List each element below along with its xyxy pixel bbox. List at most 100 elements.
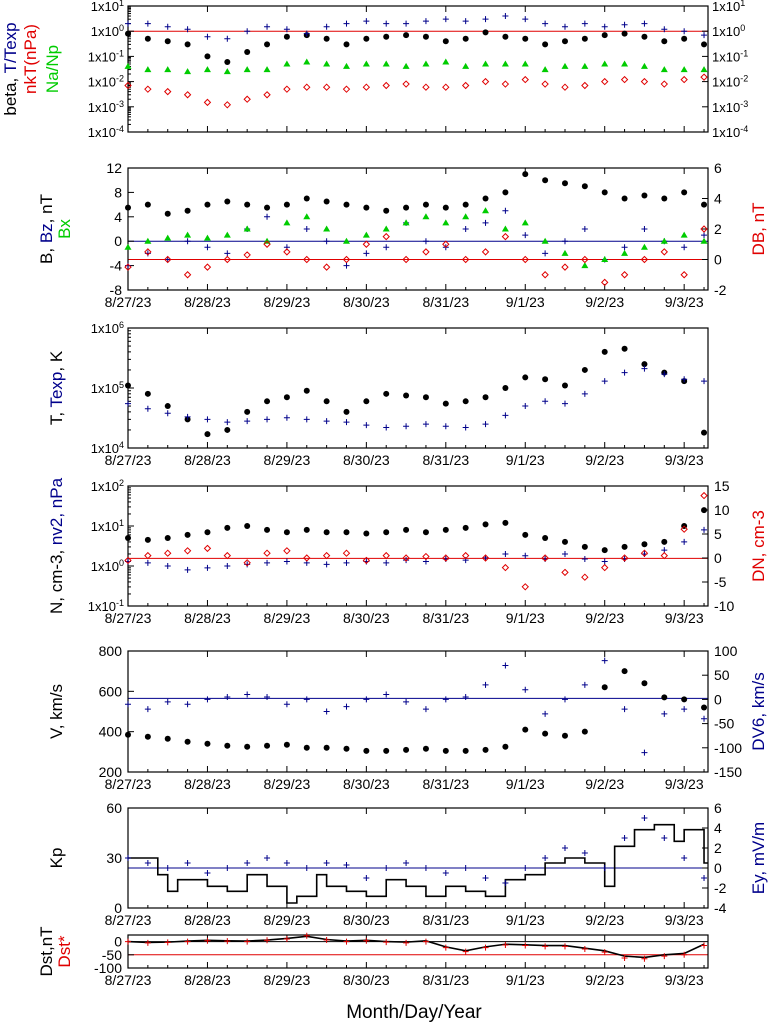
point-beta — [422, 33, 429, 40]
y-tick-label: 800 — [99, 643, 123, 659]
point-ttexp — [283, 26, 290, 33]
point-bx — [362, 231, 370, 238]
y-tick-label: 1x104 — [91, 440, 124, 456]
point-v — [601, 684, 608, 691]
point-dv6 — [244, 691, 251, 698]
point-v — [125, 731, 131, 738]
point-dv6 — [581, 681, 588, 688]
point-nanp — [164, 66, 172, 73]
point-nv2 — [184, 566, 191, 573]
point-texp — [283, 414, 290, 421]
y-axis-title-part: beta, — [1, 73, 20, 115]
point-dn — [581, 573, 589, 581]
point-v — [204, 740, 211, 747]
y2-tick-label: 1x10-2 — [712, 74, 748, 90]
y2-tick-label: 100 — [714, 643, 738, 659]
point-v — [264, 742, 271, 749]
point-ey — [383, 865, 390, 871]
point-ey — [462, 865, 469, 871]
y-tick-label: 0 — [114, 900, 122, 916]
y-axis-title-part: Bz — [37, 223, 56, 243]
point-t — [442, 400, 449, 407]
point-texp — [264, 416, 271, 423]
point-bx — [124, 243, 132, 250]
point-db — [461, 255, 470, 264]
point-dst — [244, 938, 251, 945]
point-nv2 — [343, 559, 350, 566]
y2-tick-label: -2 — [714, 880, 727, 896]
point-ey — [264, 855, 271, 861]
point-bx — [640, 243, 648, 250]
point-b — [542, 177, 549, 184]
point-nanp — [581, 62, 589, 69]
point-dn — [183, 547, 192, 555]
point-t — [144, 390, 151, 397]
panel-Dst: -100-500 8/27/23 8/28/23 8/29/23 8/30/23 8/31… — [37, 926, 709, 988]
point-nanp — [184, 68, 192, 75]
y-tick-label: 0 — [114, 934, 122, 950]
y2-tick-label: -50 — [714, 716, 734, 732]
plot-frame — [127, 934, 709, 969]
point-ey — [244, 860, 251, 866]
point-v — [244, 743, 251, 750]
point-bx — [184, 231, 192, 238]
point-beta — [442, 38, 449, 45]
point-dn — [680, 525, 688, 533]
point-db — [680, 271, 688, 279]
point-ttexp — [343, 20, 350, 27]
point-dst — [383, 939, 390, 946]
point-beta — [323, 35, 330, 42]
y-axis-title-2: nkT(nPa) — [21, 24, 40, 94]
y-axis-title-part: , nT — [37, 194, 56, 223]
point-dv6 — [363, 696, 370, 703]
point-ttexp — [264, 23, 271, 30]
point-b — [144, 201, 151, 208]
series-line-kp — [128, 823, 708, 904]
x-tick-label: 8/31/23 — [422, 452, 469, 468]
y2-tick-label: 50 — [714, 667, 730, 683]
y-axis-title-part: , nPa — [47, 477, 66, 517]
point-nanp — [382, 60, 390, 67]
point-nktnpa — [521, 75, 529, 84]
point-ttexp — [462, 18, 469, 25]
point-ey — [204, 870, 211, 876]
y-axis-title-2: Dst* — [55, 935, 74, 968]
point-nv2 — [681, 538, 688, 545]
point-ttexp — [701, 32, 708, 39]
point-v — [701, 704, 708, 711]
point-beta — [204, 53, 211, 60]
point-dst — [343, 938, 350, 945]
point-ey — [184, 860, 191, 866]
y-tick-label: 12 — [106, 160, 122, 176]
point-db — [124, 263, 132, 271]
point-bx — [541, 237, 549, 244]
y2-tick-label: -100 — [714, 740, 742, 756]
point-nanp — [203, 66, 211, 73]
point-b — [422, 201, 429, 208]
point-t — [561, 382, 568, 389]
point-dn — [263, 549, 271, 557]
point-beta — [681, 35, 688, 42]
point-v — [542, 730, 549, 737]
point-dst — [661, 953, 668, 960]
point-nktnpa — [640, 77, 649, 86]
y-axis-title-2-part: Bx — [55, 219, 74, 239]
point-nv2 — [701, 526, 708, 533]
point-bx — [402, 219, 410, 226]
point-b — [244, 201, 251, 208]
x-tick-label: 9/1/23 — [506, 294, 545, 310]
point-ttexp — [224, 35, 231, 42]
panel-N: 1x10-1 1x100 1x101 1x102 -10 -5 0 5 10 15 DN, cm-3… — [47, 477, 768, 626]
point-nktnpa — [620, 75, 629, 84]
point-n — [482, 521, 489, 528]
point-t — [363, 398, 370, 405]
point-nktnpa — [342, 85, 351, 93]
point-nv2 — [383, 559, 390, 566]
point-nv2 — [522, 552, 529, 559]
point-t — [264, 398, 271, 405]
x-tick-label: 9/2/23 — [585, 912, 624, 928]
point-dv6 — [403, 698, 410, 705]
x-tick-label: 9/2/23 — [585, 972, 624, 988]
